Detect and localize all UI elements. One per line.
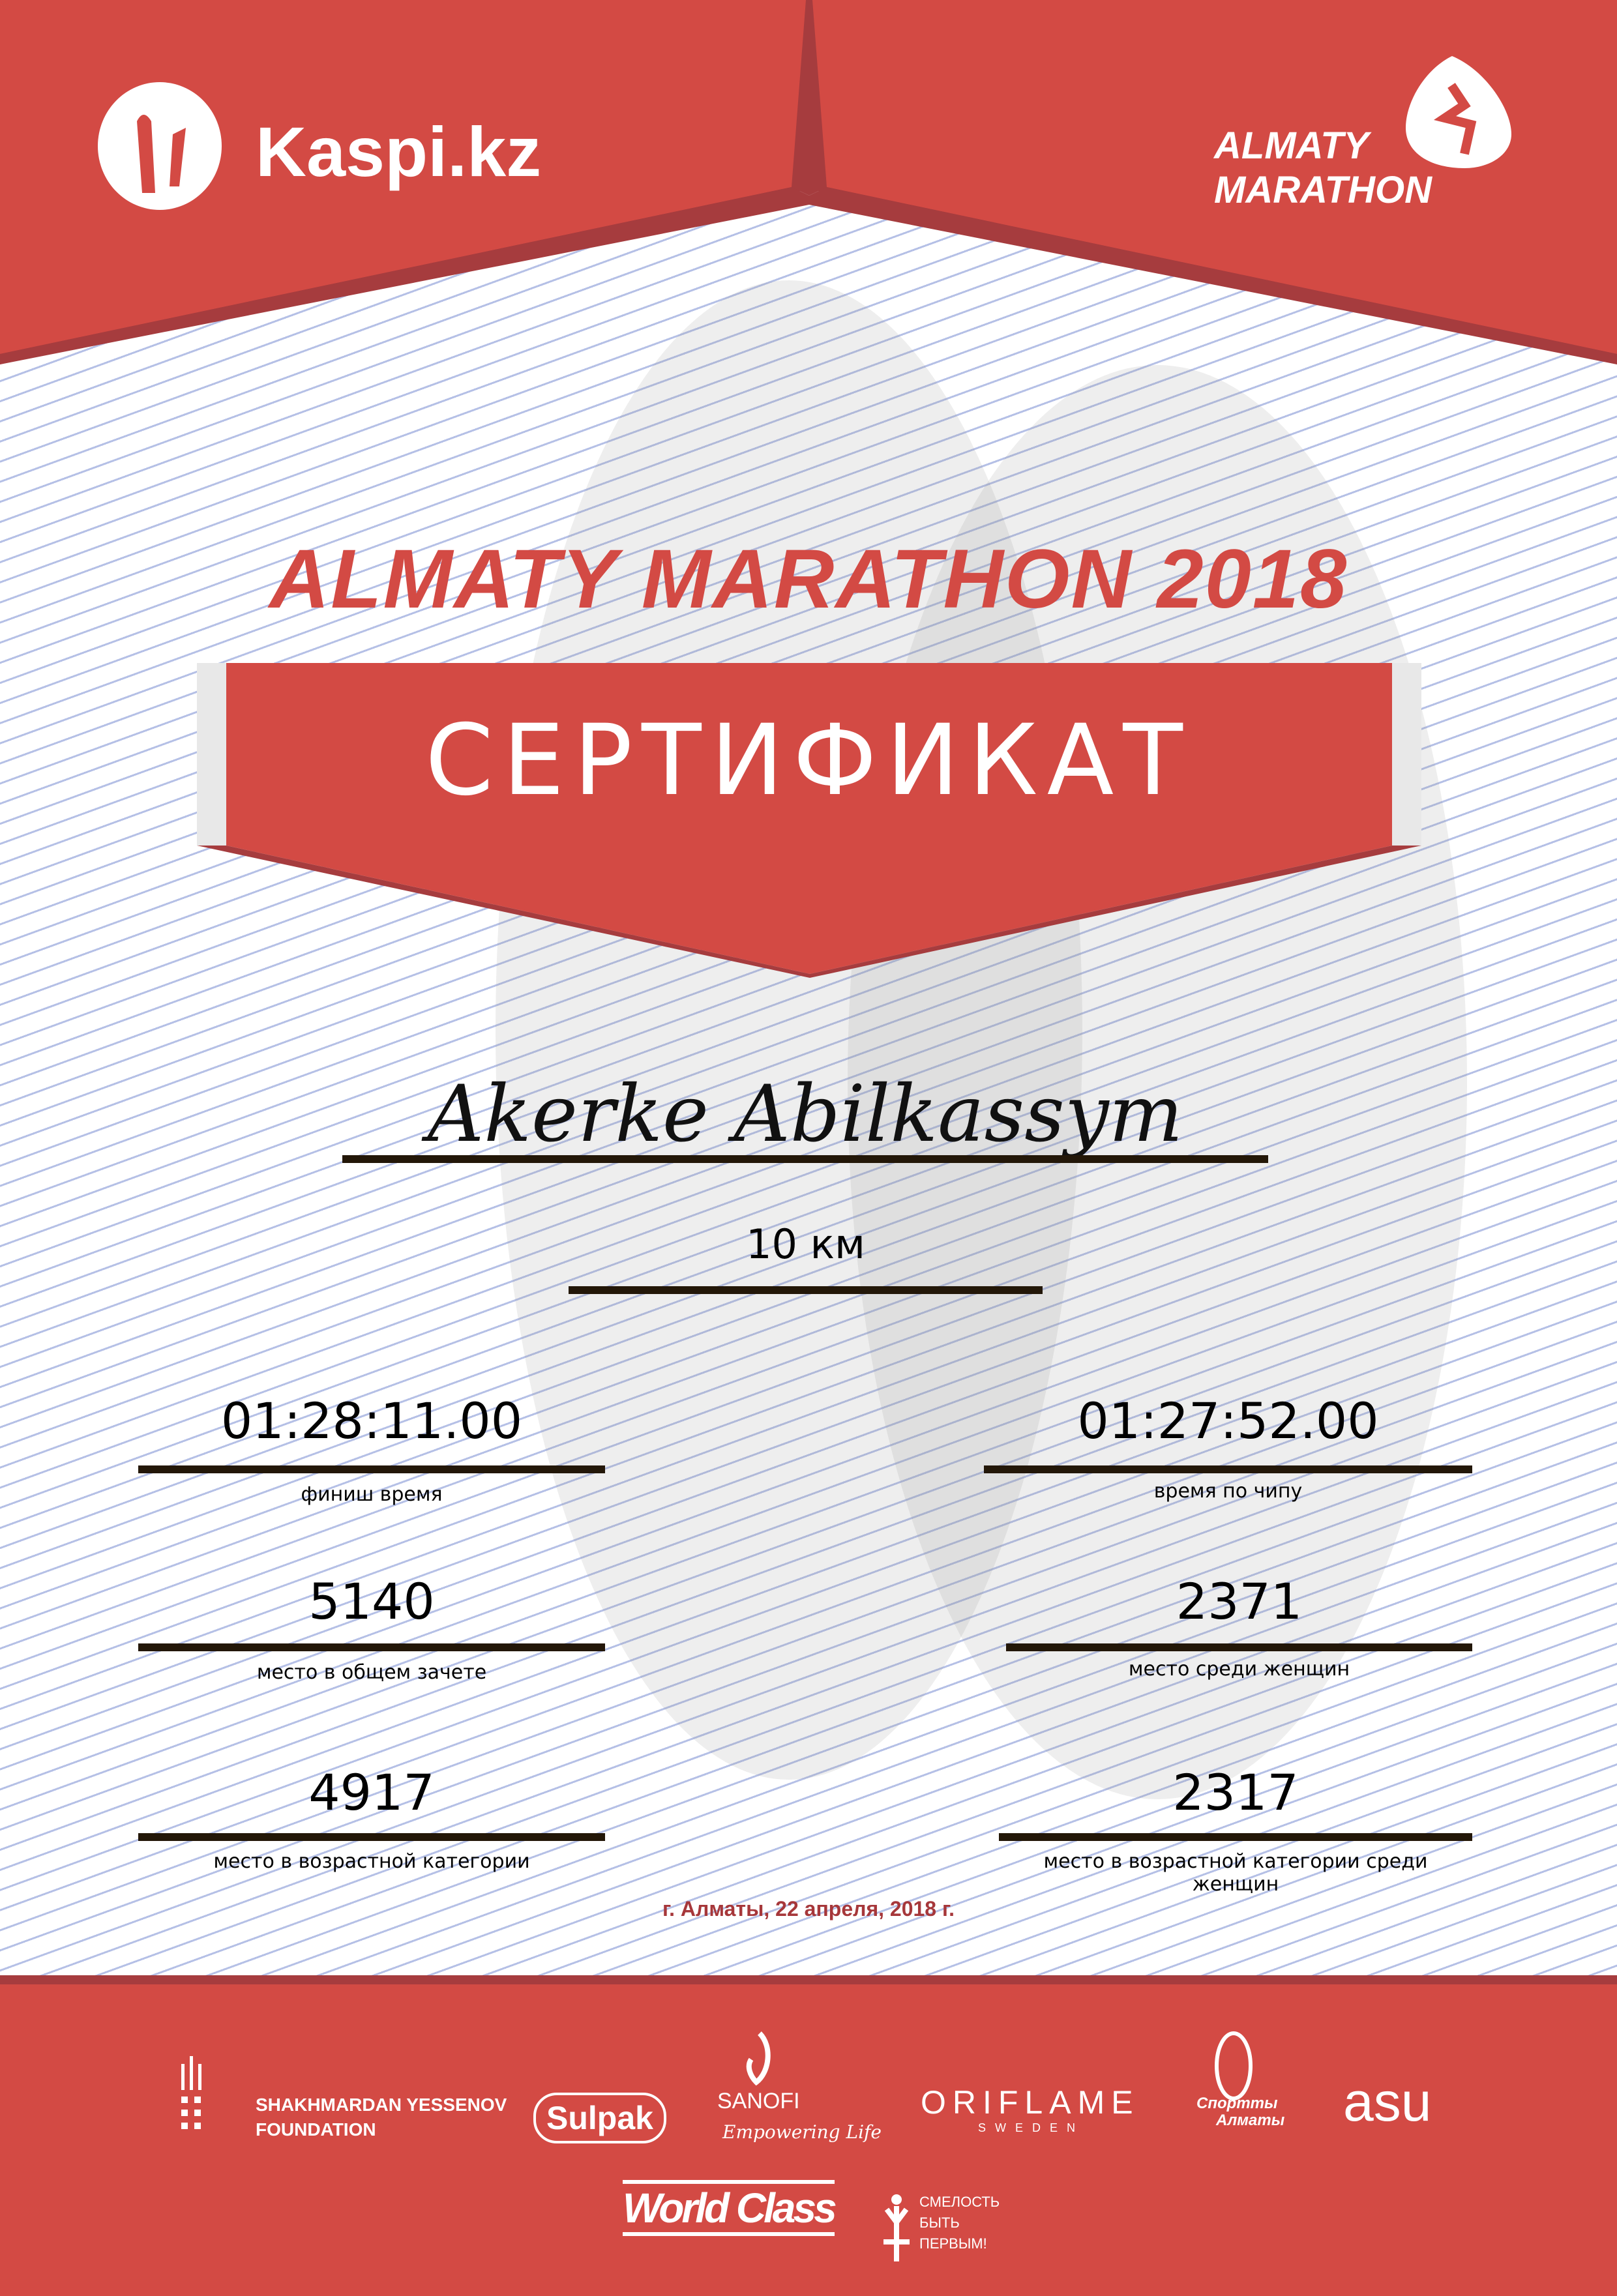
women-place-value: 2371 xyxy=(1176,1572,1303,1630)
sanofi-logo-text: SANOFI xyxy=(717,2089,800,2113)
finish-time-line xyxy=(138,1465,605,1473)
women-place-line xyxy=(1006,1643,1472,1651)
logo-line-2: MARATHON xyxy=(1214,169,1432,211)
worldclass-logo: World Class xyxy=(623,2180,837,2236)
oriflame-logo: ORIFLAME xyxy=(921,2084,1140,2121)
age-women-place-label: место в возрастной категории среди женщи… xyxy=(1043,1850,1428,1896)
sanofi-tagline: Empowering Life xyxy=(722,2121,882,2143)
age-women-place-value: 2317 xyxy=(1172,1763,1299,1821)
sulpak-logo: Sulpak xyxy=(533,2093,666,2143)
chip-time-line xyxy=(984,1465,1472,1473)
runner-photo-man xyxy=(496,280,1082,1780)
age-women-place-line xyxy=(999,1833,1472,1841)
runner-photo-woman xyxy=(848,365,1467,1799)
almaty-marathon-logo-icon xyxy=(1406,56,1511,168)
sport-almaty-line-1: Спортты xyxy=(1196,2095,1278,2112)
certificate-heading: СЕРТИФИКАТ xyxy=(425,704,1192,817)
fund-line-1: СМЕЛОСТЬ xyxy=(919,2194,1000,2210)
sport-almaty-emblem-icon xyxy=(1215,2031,1253,2100)
certificate-banner xyxy=(197,663,1421,978)
name-underline xyxy=(342,1155,1268,1163)
fund-line-3: ПЕРВЫМ! xyxy=(919,2235,987,2252)
asu-logo: asu xyxy=(1343,2071,1432,2132)
yessenov-logo-text: SHAKHMARDAN YESSENOV FOUNDATION xyxy=(256,2093,507,2142)
chip-time-label: время по чипу xyxy=(1153,1480,1303,1503)
overall-place-value: 5140 xyxy=(308,1572,435,1630)
sponsors-footer: SHAKHMARDAN YESSENOV FOUNDATION Sulpak S… xyxy=(0,1975,1617,2296)
logo-line-1: ALMATY xyxy=(1214,125,1369,167)
yessenov-logo-icon xyxy=(181,2056,201,2129)
date-place: г. Алматы, 22 апреля, 2018 г. xyxy=(662,1897,955,1921)
overall-place-label: место в общем зачете xyxy=(256,1661,487,1684)
overall-place-line xyxy=(138,1643,605,1651)
oriflame-sub: SWEDEN xyxy=(978,2121,1085,2134)
fund-text: СМЕЛОСТЬ БЫТЬ ПЕРВЫМ! xyxy=(919,2192,1000,2254)
age-place-value: 4917 xyxy=(308,1763,435,1821)
kaspi-logo-icon xyxy=(98,82,222,210)
almaty-marathon-logo-text: ALMATY MARATHON xyxy=(1214,124,1432,213)
yessenov-line-1: SHAKHMARDAN YESSENOV xyxy=(256,2095,507,2115)
finish-time-value: 01:28:11.00 xyxy=(220,1392,523,1450)
fund-line-2: БЫТЬ xyxy=(919,2215,960,2231)
header-banner xyxy=(0,0,1617,364)
age-place-line xyxy=(138,1833,605,1841)
age-place-label: место в возрастной категории xyxy=(213,1850,530,1873)
finish-time-label: финиш время xyxy=(301,1483,443,1506)
fund-runner-icon xyxy=(883,2194,910,2261)
distance-value: 10 км xyxy=(746,1220,865,1268)
women-place-label: место среди женщин xyxy=(1128,1658,1350,1681)
chip-time-value: 01:27:52.00 xyxy=(1077,1392,1379,1450)
participant-name: Akerke Abilkassym xyxy=(427,1069,1183,1160)
sport-almaty-line-2: Алматы xyxy=(1216,2112,1285,2129)
kaspi-logo-text: Kaspi.kz xyxy=(256,112,542,191)
yessenov-line-2: FOUNDATION xyxy=(256,2119,376,2140)
sanofi-logo-icon xyxy=(746,2031,771,2086)
sport-almaty-text: Спортты Алматы xyxy=(1196,2095,1284,2129)
distance-underline xyxy=(569,1286,1043,1294)
event-title: ALMATY MARATHON 2018 xyxy=(269,533,1348,626)
